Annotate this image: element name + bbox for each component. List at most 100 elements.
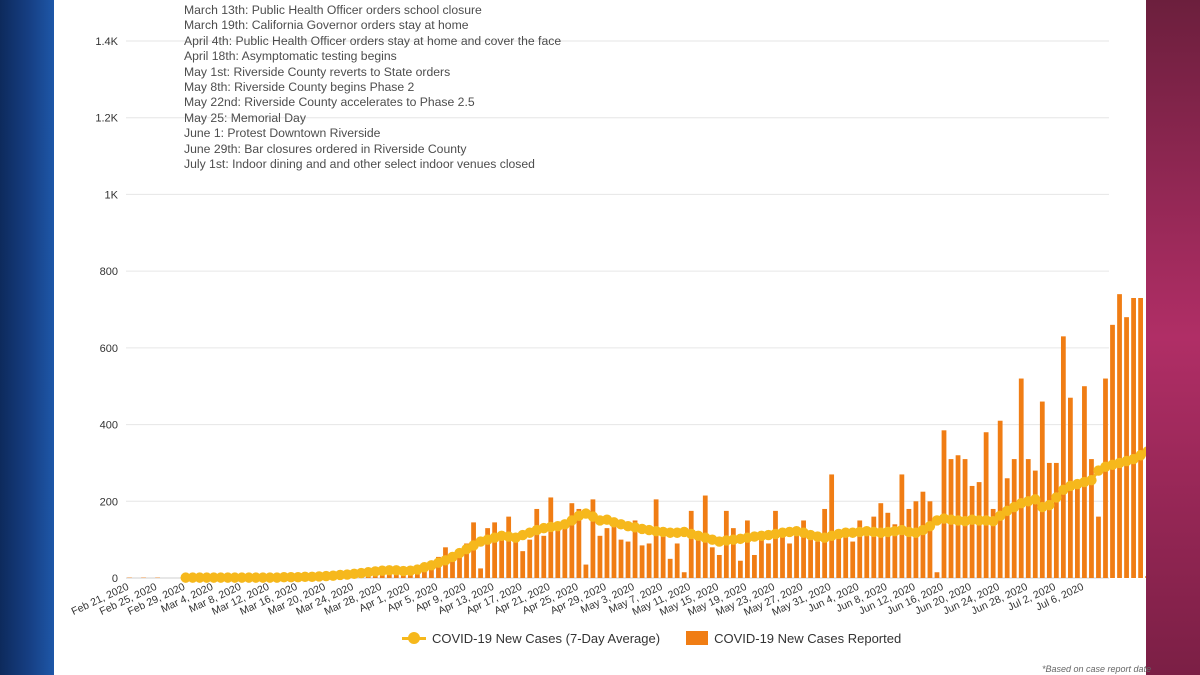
case-bar	[787, 543, 792, 578]
case-bar	[562, 520, 568, 578]
case-bar	[695, 539, 701, 578]
annotation-line: April 18th: Asymptomatic testing begins	[184, 49, 397, 64]
grid-lines	[126, 40, 1109, 579]
case-bar	[450, 554, 455, 578]
case-bar	[836, 531, 842, 578]
annotation-line: May 1st: Riverside County reverts to Sta…	[184, 64, 451, 79]
case-bar	[520, 551, 526, 578]
case-bar	[639, 545, 645, 578]
case-bar	[1103, 378, 1108, 578]
average-point	[987, 516, 999, 527]
case-bar	[1089, 459, 1094, 578]
case-bar	[548, 497, 554, 578]
case-bar	[794, 535, 799, 578]
case-bar	[878, 503, 884, 578]
case-bar	[906, 508, 912, 578]
annotation-line: July 1st: Indoor dining and and other se…	[184, 157, 535, 172]
case-bar	[1011, 459, 1017, 578]
case-bar	[611, 520, 617, 578]
y-tick-label: 0	[112, 573, 118, 585]
case-bar	[850, 541, 856, 578]
case-bar	[752, 554, 757, 578]
case-bar	[1039, 401, 1045, 578]
video-frame-right	[1146, 0, 1200, 675]
case-bar	[681, 572, 687, 578]
legend-item-average[interactable]: COVID-19 New Cases (7-Day Average)	[402, 631, 660, 646]
average-point	[1030, 494, 1041, 505]
case-bar	[660, 535, 666, 578]
case-bar	[737, 560, 743, 578]
case-bar	[759, 535, 764, 578]
case-bar	[780, 531, 785, 578]
case-bar	[534, 508, 540, 578]
case-bar	[864, 528, 870, 578]
case-bar	[1046, 462, 1052, 578]
case-bar	[829, 474, 835, 578]
case-bar	[583, 564, 589, 578]
legend-swatch-reported	[686, 631, 709, 645]
case-bar	[485, 528, 490, 578]
case-bar	[513, 533, 519, 578]
case-bar	[1096, 516, 1101, 578]
case-bar	[927, 501, 933, 578]
case-bar	[997, 420, 1003, 578]
case-bar	[1060, 336, 1066, 578]
annotation-line: March 13th: Public Health Officer orders…	[184, 3, 482, 17]
case-bar	[625, 541, 631, 578]
case-bar	[1053, 462, 1059, 578]
case-bar	[618, 539, 624, 578]
annotation-line: June 29th: Bar closures ordered in River…	[184, 141, 467, 156]
annotation-line: May 8th: Riverside County begins Phase 2	[184, 80, 415, 95]
case-bar	[492, 522, 498, 578]
case-bar	[1110, 324, 1115, 578]
case-bar	[478, 568, 483, 578]
case-bar	[541, 535, 547, 578]
case-bar	[941, 430, 947, 578]
case-bar	[653, 499, 659, 578]
case-bar	[1004, 478, 1010, 578]
chart-legend: COVID-19 New Cases (7-Day Average) COVID…	[402, 628, 927, 648]
case-bar	[667, 558, 673, 578]
case-bar	[1124, 317, 1129, 578]
case-bar	[527, 539, 533, 578]
y-tick-label: 1.2K	[95, 113, 118, 125]
average-point	[1142, 446, 1146, 457]
average-point	[1044, 499, 1055, 511]
annotation-line: March 19th: California Governor orders s…	[184, 18, 469, 33]
y-tick-label: 800	[100, 266, 118, 278]
case-bar	[892, 524, 898, 578]
y-tick-label: 1.4K	[95, 36, 118, 48]
case-bar	[716, 554, 722, 578]
case-bar	[1145, 576, 1146, 578]
annotation-line: April 4th: Public Health Officer orders …	[184, 33, 562, 48]
case-bar	[597, 535, 603, 578]
case-bar	[857, 520, 863, 578]
case-bar	[1018, 378, 1024, 578]
y-axis-tick-labels: 0 200 400 600 800 1K 1.2K 1.4K	[95, 36, 118, 585]
case-bar	[464, 543, 469, 578]
footnote: *Based on case report date	[1042, 664, 1152, 674]
case-bar	[822, 508, 828, 578]
annotation-line: June 1: Protest Downtown Riverside	[184, 126, 381, 141]
case-bar	[499, 539, 505, 578]
case-bar	[990, 508, 996, 578]
case-bar	[457, 551, 462, 578]
case-bar	[913, 501, 919, 578]
average-point	[924, 521, 936, 532]
video-frame-left	[0, 0, 54, 675]
y-tick-label: 400	[100, 420, 118, 432]
y-tick-label: 1K	[105, 189, 119, 201]
case-bar	[590, 499, 596, 578]
case-bar	[506, 516, 512, 578]
case-bar	[871, 516, 877, 578]
seven-day-average-points	[180, 446, 1146, 583]
case-bar	[766, 543, 771, 578]
annotation-line: May 22nd: Riverside County accelerates t…	[184, 95, 475, 110]
y-tick-label: 600	[100, 343, 118, 355]
legend-item-reported[interactable]: COVID-19 New Cases Reported	[686, 631, 901, 646]
legend-swatch-average	[402, 631, 426, 645]
annotation-line: May 25: Memorial Day	[184, 110, 306, 125]
case-bar	[688, 510, 694, 578]
case-bar	[976, 482, 982, 578]
